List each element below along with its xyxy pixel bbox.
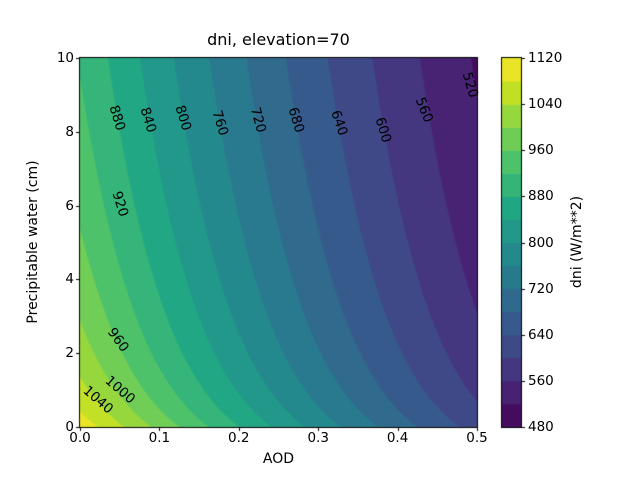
colorbar-tick-label: 1040: [528, 96, 563, 113]
colorbar-tick-label: 880: [528, 188, 554, 205]
x-tick-label: 0.1: [148, 430, 171, 446]
y-tick-label: 6: [65, 197, 74, 214]
y-tick-label: 0: [65, 419, 74, 435]
y-tick-label: 4: [65, 271, 74, 288]
colorbar-tick-label: 560: [528, 372, 554, 389]
x-tick-label: 0.3: [307, 430, 329, 446]
y-tick-label: 2: [65, 345, 74, 362]
x-tick-label: 0.5: [466, 430, 488, 446]
colorbar-tick-label: 960: [528, 142, 554, 159]
colorbar-tick-label: 640: [528, 326, 554, 343]
plot-title: dni, elevation=70: [207, 30, 350, 49]
y-tick-label: 10: [56, 50, 74, 66]
y-tick-label: 8: [65, 123, 74, 140]
x-tick-label: 0.2: [228, 430, 250, 446]
colorbar-tick-label: 720: [528, 280, 554, 297]
x-axis-label: AOD: [262, 451, 295, 467]
x-tick-label: 0.0: [69, 430, 91, 446]
y-axis-label: Precipitable water (cm): [25, 160, 41, 324]
colorbar-tick-label: 1120: [528, 50, 563, 66]
colorbar-tick-label: 800: [528, 234, 554, 251]
x-tick-label: 0.4: [386, 430, 409, 446]
colorbar-tick-label: 480: [528, 419, 554, 435]
